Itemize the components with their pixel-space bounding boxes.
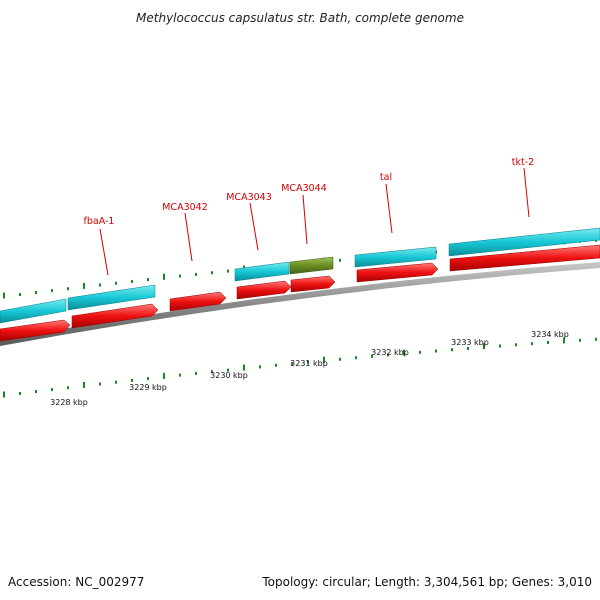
gene-label-tkt-2[interactable]: tkt-2 — [512, 157, 534, 168]
kbp-label: 3229 kbp — [129, 383, 167, 392]
major-tick — [3, 391, 5, 398]
gene-label-MCA3043[interactable]: MCA3043 — [226, 192, 272, 203]
minor-tick — [355, 356, 357, 360]
cds-arrow[interactable] — [236, 280, 292, 300]
minor-tick — [419, 350, 421, 354]
minor-tick — [211, 271, 213, 275]
kbp-label: 3228 kbp — [50, 398, 88, 407]
minor-tick — [531, 342, 533, 346]
minor-tick — [67, 287, 69, 291]
minor-tick — [195, 272, 197, 276]
major-tick — [243, 364, 245, 371]
map-title: Methylococcus capsulatus str. Bath, comp… — [136, 11, 464, 25]
minor-tick — [115, 281, 117, 285]
gene-block[interactable] — [354, 246, 437, 268]
cds-arrow[interactable] — [356, 262, 439, 283]
minor-tick — [67, 386, 69, 390]
minor-tick — [291, 362, 293, 366]
minor-tick — [579, 338, 581, 342]
kbp-label: 3230 kbp — [210, 371, 248, 380]
label-leaders — [99, 167, 530, 276]
minor-tick — [307, 360, 309, 364]
minor-tick — [435, 349, 437, 353]
inner-tick-row — [3, 337, 597, 398]
minor-tick — [147, 278, 149, 282]
minor-tick — [547, 341, 549, 344]
gene-block[interactable] — [234, 261, 290, 282]
major-tick — [563, 337, 565, 344]
gene-label-tal[interactable]: tal — [380, 172, 392, 183]
major-tick — [483, 343, 485, 350]
gene-label-MCA3042[interactable]: MCA3042 — [162, 202, 208, 213]
minor-tick — [19, 392, 21, 395]
cds-arrow[interactable] — [0, 319, 71, 342]
major-tick — [83, 381, 85, 388]
minor-tick — [51, 289, 53, 293]
leader-line — [99, 228, 109, 276]
kbp-label: 3232 kbp — [371, 348, 409, 357]
gene-lane — [0, 227, 600, 324]
minor-tick — [99, 382, 101, 386]
kbp-label: 3231 kbp — [290, 359, 328, 368]
minor-tick — [179, 373, 181, 377]
minor-tick — [99, 283, 101, 287]
minor-tick — [51, 388, 53, 392]
minor-tick — [35, 390, 37, 394]
minor-tick — [227, 368, 229, 372]
gene-block-alt[interactable] — [289, 256, 334, 275]
major-tick — [83, 282, 85, 289]
cds-lane — [0, 244, 600, 342]
kbp-label: 3234 kbp — [531, 330, 569, 339]
gene-block[interactable] — [0, 298, 67, 324]
gene-label-MCA3044[interactable]: MCA3044 — [281, 183, 327, 194]
cds-arrow[interactable] — [290, 275, 336, 293]
minor-tick — [515, 343, 517, 347]
minor-tick — [19, 293, 21, 296]
gene-block[interactable] — [67, 284, 156, 311]
gene-labels: fbaA-1 MCA3042 MCA3043 MCA3044 tal tkt-2 — [84, 157, 535, 227]
accession-text: Accession: NC_002977 — [8, 575, 144, 589]
minor-tick — [387, 353, 389, 357]
minor-tick — [339, 357, 341, 361]
minor-tick — [499, 344, 501, 348]
minor-tick — [451, 348, 453, 352]
minor-tick — [179, 274, 181, 278]
genome-summary-text: Topology: circular; Length: 3,304,561 bp… — [261, 575, 592, 589]
minor-tick — [595, 337, 597, 341]
leader-line — [249, 202, 259, 251]
minor-tick — [275, 363, 277, 367]
major-tick — [163, 372, 165, 379]
minor-tick — [371, 354, 373, 358]
kbp-label: 3233 kbp — [451, 338, 489, 347]
leader-line — [523, 167, 530, 218]
leader-line — [385, 183, 393, 234]
gene-label-fbaA-1[interactable]: fbaA-1 — [84, 216, 115, 227]
genome-backbone — [0, 262, 600, 346]
cds-arrow[interactable] — [169, 291, 227, 312]
minor-tick — [131, 378, 133, 382]
leader-line — [302, 194, 308, 245]
minor-tick — [195, 371, 197, 375]
major-tick — [323, 356, 325, 363]
minor-tick — [227, 269, 229, 273]
major-tick — [403, 349, 405, 356]
minor-tick — [131, 279, 133, 283]
leader-line — [184, 212, 193, 262]
minor-tick — [467, 347, 469, 350]
minor-tick — [211, 370, 213, 374]
gene-block[interactable] — [448, 227, 600, 257]
minor-tick — [115, 380, 117, 384]
major-tick — [163, 273, 165, 280]
minor-tick — [147, 377, 149, 381]
major-tick — [3, 292, 5, 299]
cds-arrow[interactable] — [449, 244, 600, 272]
cds-arrow[interactable] — [71, 303, 159, 329]
minor-tick — [339, 258, 341, 262]
kbp-labels: 3228 kbp 3229 kbp 3230 kbp 3231 kbp 3232… — [50, 330, 569, 407]
minor-tick — [35, 291, 37, 295]
minor-tick — [259, 365, 261, 369]
